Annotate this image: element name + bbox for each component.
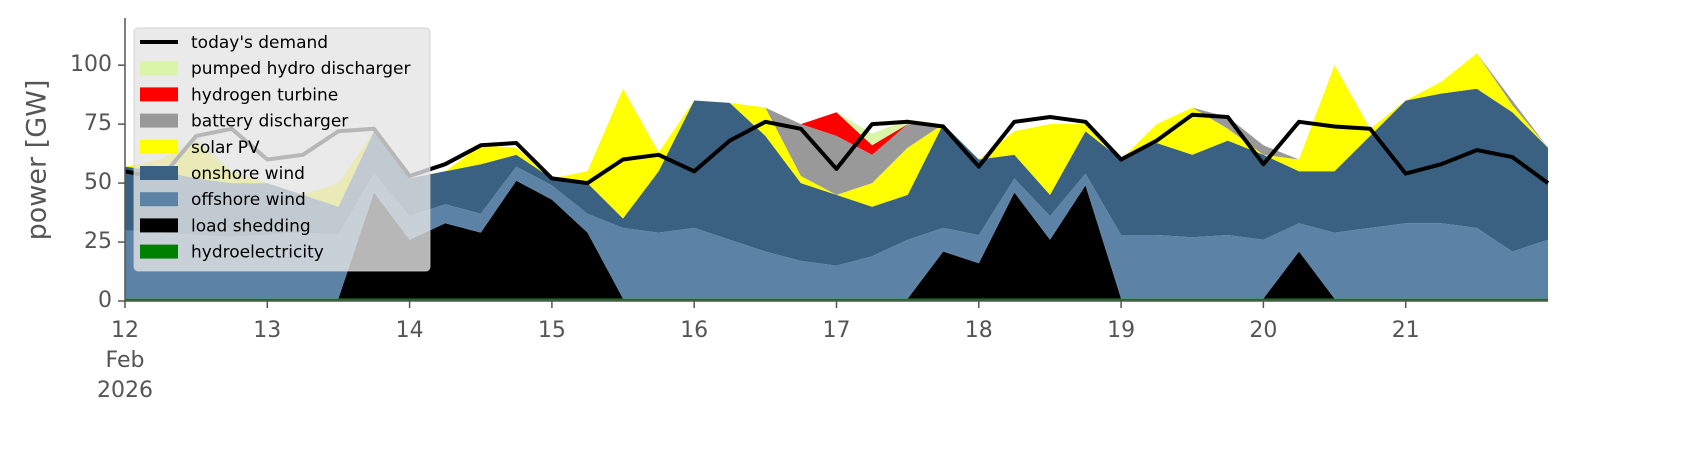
y-tick-label: 100	[70, 52, 112, 77]
y-tick-label: 25	[84, 229, 112, 254]
legend: today's demand pumped hydro discharger hyd…	[133, 27, 431, 272]
legend-label: hydrogen turbine	[191, 85, 338, 105]
x-tick-label: 20	[1249, 318, 1278, 343]
area	[125, 166, 1548, 299]
x-tick-label: 17	[822, 318, 851, 343]
legend-box	[133, 27, 431, 272]
x-tick-label: 14	[395, 318, 424, 343]
legend-swatch	[140, 218, 178, 233]
y-tick-label: 75	[84, 111, 112, 136]
legend-swatch	[140, 113, 178, 128]
legend-label: onshore wind	[191, 164, 305, 184]
legend-label: battery discharger	[191, 112, 348, 132]
x-tick-label: 18	[964, 318, 993, 343]
legend-label: pumped hydro discharger	[191, 59, 410, 79]
legend-label: offshore wind	[191, 190, 306, 210]
legend-swatch	[140, 61, 178, 76]
legend-label: solar PV	[191, 138, 260, 158]
x-tick-label: 12 Feb 2026	[97, 318, 153, 403]
area	[125, 88, 1548, 266]
legend-swatch	[140, 139, 178, 154]
area	[125, 180, 1548, 299]
y-tick-label: 50	[84, 170, 112, 195]
x-tick-label: 19	[1107, 318, 1136, 343]
x-tick-label: 15	[537, 318, 566, 343]
legend-label: hydroelectricity	[191, 243, 324, 263]
legend-label: today's demand	[191, 33, 328, 53]
legend-label: load shedding	[191, 216, 311, 236]
legend-swatch	[140, 244, 178, 259]
y-axis-label: power [GW]	[22, 80, 53, 241]
legend-swatch	[140, 87, 178, 102]
x-tick-label: 13	[253, 318, 282, 343]
legend-swatch	[140, 192, 178, 207]
x-tick-label: 16	[680, 318, 709, 343]
y-tick-label: 0	[98, 288, 112, 313]
legend-swatch	[140, 166, 178, 180]
x-tick-label: 21	[1391, 318, 1420, 343]
area	[125, 53, 1548, 195]
